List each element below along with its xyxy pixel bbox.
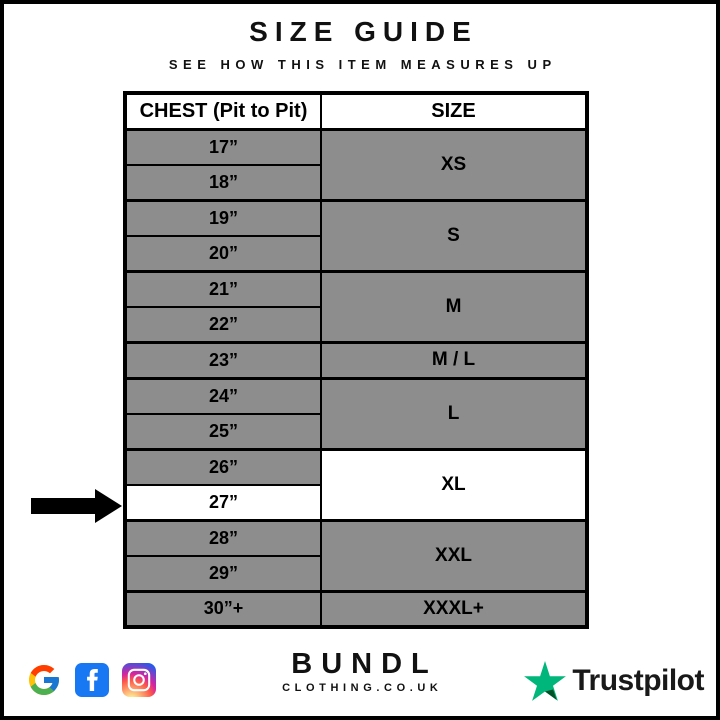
measurement-cell: 20” — [124, 235, 322, 273]
table-row: 26” XL — [124, 447, 588, 521]
table-row: 18” — [124, 164, 587, 202]
table-row: 25” — [124, 412, 587, 450]
instagram-icon — [122, 663, 156, 697]
measurement-cell: 27” — [124, 483, 322, 521]
table-row: 19” S — [124, 199, 588, 273]
size-cell: XXXL+ — [320, 589, 588, 628]
measurement-cell: 25” — [124, 412, 322, 450]
size-cell: XL — [320, 447, 588, 521]
measurement-cell: 26” — [124, 447, 322, 486]
table-row: 30”+ XXXL+ — [124, 589, 588, 628]
table-row: 24” L — [124, 376, 588, 450]
measurement-cell: 18” — [124, 164, 322, 202]
page-title: SIZE GUIDE — [249, 16, 478, 47]
size-table: CHEST (Pit to Pit) SIZE 17” XS 18” 19” S 20” 2… — [123, 91, 589, 629]
size-table-wrap: CHEST (Pit to Pit) SIZE 17” XS 18” 19” S 20” 2… — [123, 91, 589, 629]
measurement-cell: 24” — [124, 376, 322, 415]
table-row: 22” — [124, 306, 587, 344]
size-cell: XS — [320, 128, 588, 202]
table-row: 20” — [124, 235, 587, 273]
measurement-cell: 22” — [124, 306, 322, 344]
table-row: 21” M — [124, 270, 588, 344]
measurement-cell: 21” — [124, 270, 322, 308]
table-row: 23” M / L — [124, 341, 588, 379]
facebook-icon — [75, 663, 109, 697]
social-icons — [26, 662, 156, 698]
brand-logo: BUNDL CLOTHING.CO.UK — [4, 648, 716, 695]
trustpilot-logo: Trustpilot — [524, 661, 704, 701]
pointer-arrow-icon — [31, 489, 122, 524]
google-icon — [29, 665, 59, 695]
size-cell: S — [320, 199, 588, 273]
table-row: 27” — [124, 483, 587, 521]
table-row: 17” XS — [124, 128, 588, 202]
measurement-cell: 17” — [124, 128, 322, 166]
page-subtitle: SEE HOW THIS ITEM MEASURES UP — [168, 57, 557, 72]
size-cell: M / L — [320, 341, 588, 379]
measurement-cell: 29” — [124, 554, 322, 592]
trustpilot-wordmark: Trustpilot — [572, 664, 704, 697]
brand-name: BUNDL — [291, 648, 438, 680]
trustpilot-star-icon — [524, 661, 567, 701]
table-header-row: CHEST (Pit to Pit) SIZE — [124, 92, 588, 131]
brand-domain: CLOTHING.CO.UK — [282, 682, 443, 694]
chest-column-header: CHEST (Pit to Pit) — [124, 92, 322, 131]
table-row: 28” XXL — [124, 518, 588, 592]
size-column-header: SIZE — [320, 92, 588, 131]
measurement-cell: 30”+ — [124, 589, 322, 628]
size-cell: XXL — [320, 518, 588, 592]
measurement-cell: 19” — [124, 199, 322, 237]
measurement-cell: 28” — [124, 518, 322, 557]
measurement-cell: 23” — [124, 341, 322, 379]
size-cell: L — [320, 376, 588, 450]
size-cell: M — [320, 270, 588, 344]
table-row: 29” — [124, 554, 587, 592]
